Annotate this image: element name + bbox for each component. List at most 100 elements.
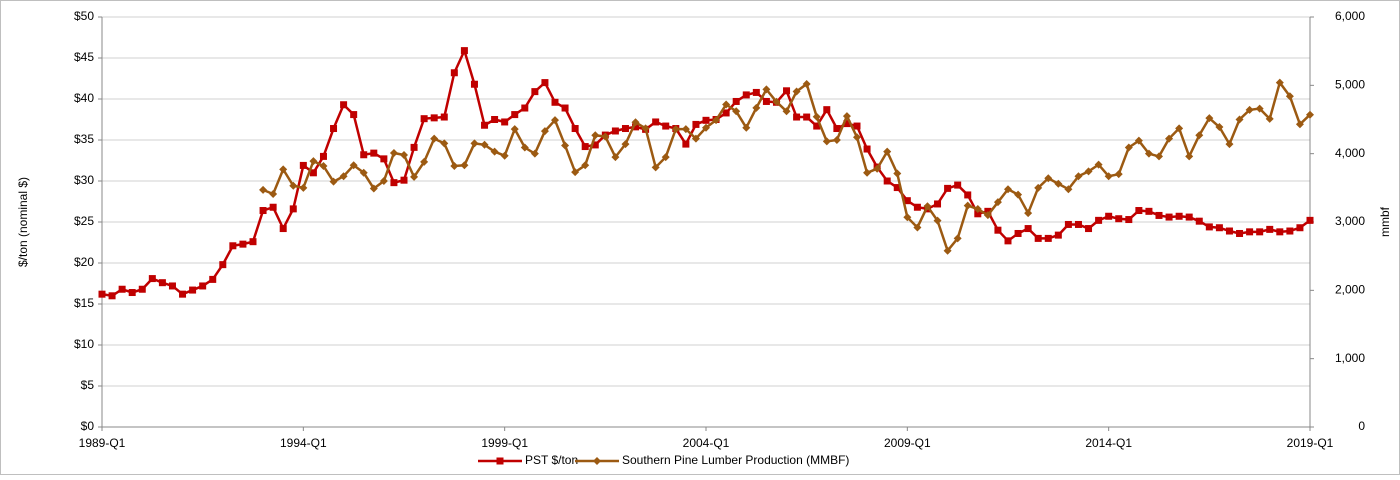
- data-point: [1104, 172, 1113, 181]
- data-point: [390, 179, 398, 187]
- data-point: [853, 122, 861, 130]
- data-point: [974, 210, 982, 218]
- data-point: [712, 116, 721, 125]
- data-point: [1225, 140, 1234, 149]
- data-point: [973, 205, 982, 214]
- data-point: [540, 127, 549, 136]
- data-point: [360, 151, 368, 159]
- x-tick-label: 2009-Q1: [884, 436, 931, 450]
- data-point: [873, 164, 882, 173]
- data-point: [410, 143, 418, 151]
- x-tick-label: 1994-Q1: [280, 436, 327, 450]
- data-point: [1054, 179, 1063, 188]
- data-point: [561, 141, 570, 150]
- data-point: [460, 47, 468, 55]
- data-point: [1145, 207, 1153, 215]
- y-tick-label: $50: [74, 9, 94, 23]
- data-point: [963, 201, 972, 210]
- y2-tick-label: 5,000: [1335, 78, 1365, 92]
- data-point: [581, 161, 590, 170]
- data-point: [551, 116, 559, 125]
- data-point: [339, 172, 348, 181]
- data-point: [722, 109, 730, 117]
- data-point: [621, 125, 629, 133]
- data-point: [470, 139, 479, 148]
- y-tick-label: $30: [74, 173, 94, 187]
- data-point: [933, 216, 942, 225]
- data-point: [179, 290, 187, 298]
- data-point: [692, 120, 700, 128]
- data-point: [1064, 220, 1072, 228]
- data-point: [954, 181, 962, 189]
- data-point: [239, 240, 247, 248]
- data-point: [259, 185, 268, 194]
- data-point: [340, 101, 348, 109]
- data-point: [943, 246, 952, 255]
- data-point: [681, 125, 690, 134]
- data-point: [430, 134, 439, 143]
- data-point: [1205, 223, 1213, 231]
- data-point: [460, 161, 469, 170]
- data-point: [762, 85, 771, 94]
- data-point: [581, 143, 589, 151]
- data-point: [1074, 172, 1083, 181]
- x-tick-label: 1999-Q1: [481, 436, 528, 450]
- data-point: [1236, 229, 1244, 237]
- data-point: [772, 97, 781, 106]
- data-point: [420, 115, 428, 123]
- data-point: [530, 149, 539, 158]
- data-point: [1255, 104, 1264, 113]
- data-point: [531, 88, 539, 96]
- data-point: [249, 238, 257, 246]
- data-point: [359, 168, 368, 177]
- data-point: [1215, 123, 1224, 132]
- data-point: [1265, 114, 1274, 123]
- data-point: [1034, 183, 1043, 192]
- data-point: [561, 104, 569, 112]
- x-tick-label: 2004-Q1: [683, 436, 730, 450]
- data-point: [661, 153, 670, 162]
- data-point: [480, 140, 489, 149]
- data-point: [1185, 152, 1194, 161]
- data-point: [742, 91, 750, 99]
- data-point: [944, 184, 952, 192]
- data-point: [450, 69, 458, 77]
- data-point: [893, 184, 901, 192]
- data-point: [883, 147, 892, 156]
- y-tick-label: $5: [81, 378, 95, 392]
- data-point: [490, 147, 499, 156]
- legend-label: Southern Pine Lumber Production (MMBF): [622, 453, 849, 467]
- legend-marker: [593, 457, 601, 465]
- data-point: [1256, 228, 1264, 236]
- data-point: [1125, 216, 1133, 224]
- data-point: [1014, 229, 1022, 237]
- data-point: [702, 123, 710, 132]
- data-point: [1004, 237, 1012, 245]
- data-point: [822, 137, 831, 146]
- data-point: [601, 132, 610, 141]
- data-point: [671, 125, 680, 134]
- data-point: [823, 106, 831, 114]
- data-point: [732, 97, 740, 105]
- data-point: [1105, 212, 1113, 220]
- data-point: [632, 123, 640, 131]
- data-point: [350, 111, 358, 119]
- data-point: [1024, 225, 1032, 233]
- data-point: [1195, 217, 1203, 225]
- data-point: [1225, 227, 1233, 235]
- data-point: [983, 211, 992, 220]
- data-point: [571, 168, 580, 177]
- data-point: [802, 79, 811, 88]
- data-point: [269, 189, 278, 198]
- data-point: [470, 80, 478, 88]
- y-tick-label: $20: [74, 255, 94, 269]
- legend-label: PST $/ton: [525, 453, 578, 467]
- data-point: [1295, 120, 1304, 129]
- data-point: [1085, 225, 1093, 233]
- data-point: [410, 172, 419, 181]
- y2-tick-label: 6,000: [1335, 9, 1365, 23]
- data-point: [1285, 92, 1294, 101]
- data-point: [993, 198, 1002, 207]
- data-point: [1205, 114, 1214, 123]
- data-point: [833, 125, 841, 133]
